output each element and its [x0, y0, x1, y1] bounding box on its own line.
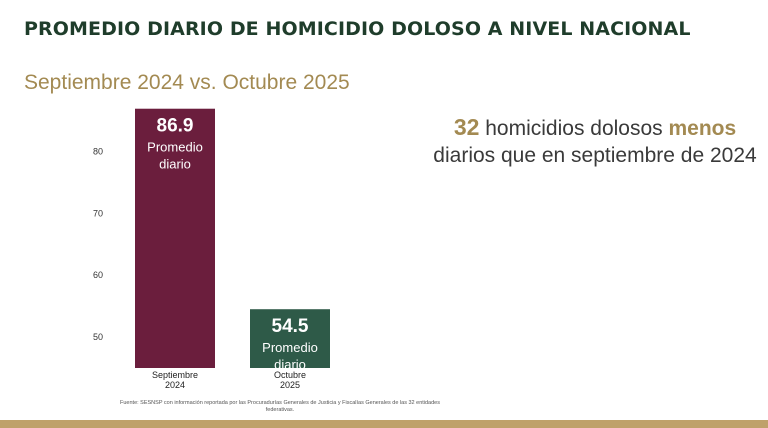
page-subtitle: Septiembre 2024 vs. Octubre 2025	[24, 71, 350, 94]
x-category-label: Octubre	[274, 370, 306, 380]
footer-bar	[0, 420, 768, 428]
bar	[135, 108, 215, 368]
y-tick-label: 50	[93, 332, 103, 342]
bar-value-label: 86.9	[157, 116, 194, 137]
callout-text-part1: homicidios dolosos	[479, 117, 669, 140]
bar-caption-label: diario	[159, 157, 191, 172]
x-category-label: 2025	[280, 380, 300, 390]
x-category-label: Septiembre	[152, 370, 198, 380]
x-category-label: 2024	[165, 380, 185, 390]
y-tick-label: 60	[93, 270, 103, 280]
y-tick-label: 70	[93, 208, 103, 218]
bar-caption-label: diario	[274, 357, 306, 372]
page-title: PROMEDIO DIARIO DE HOMICIDIO DOLOSO A NI…	[24, 18, 691, 40]
comparison-callout: 32 homicidios dolosos menos diarios que …	[430, 114, 760, 169]
bar-caption-label: Promedio	[262, 340, 318, 355]
callout-emphasis: menos	[668, 117, 737, 140]
callout-text-part2: diarios que en septiembre de 2024	[433, 144, 757, 167]
callout-number: 32	[453, 114, 480, 140]
bar-value-label: 54.5	[272, 316, 309, 337]
bar	[250, 309, 330, 368]
source-note: Fuente: SESNSP con información reportada…	[120, 400, 440, 413]
bar-caption-label: Promedio	[147, 140, 203, 155]
y-tick-label: 80	[93, 146, 103, 156]
